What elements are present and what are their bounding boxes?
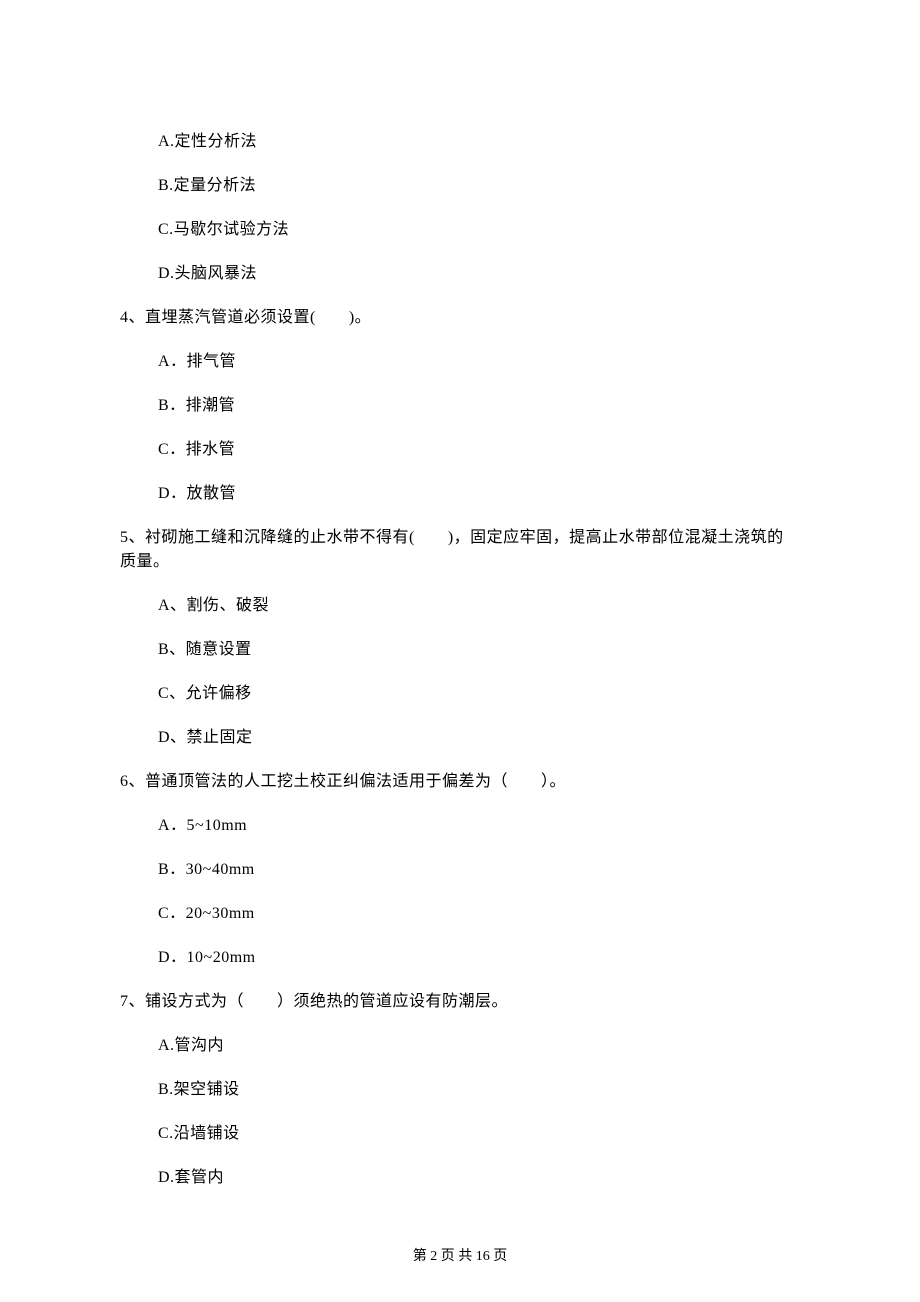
q4-stem: 4、直埋蒸汽管道必须设置( )。 (120, 306, 800, 330)
page-footer: 第 2 页 共 16 页 (0, 1246, 920, 1267)
q6-stem: 6、普通顶管法的人工挖土校正纠偏法适用于偏差为（ ）。 (120, 770, 800, 794)
q6-option-a: A．5~10mm (158, 814, 800, 838)
q5-option-a: A、割伤、破裂 (158, 594, 800, 618)
q5-stem: 5、衬砌施工缝和沉降缝的止水带不得有( )，固定应牢固，提高止水带部位混凝土浇筑… (120, 526, 800, 574)
q4-option-b: B．排潮管 (158, 394, 800, 418)
q3-option-d: D.头脑风暴法 (158, 262, 800, 286)
q7-option-a: A.管沟内 (158, 1034, 800, 1058)
q7-option-b: B.架空铺设 (158, 1078, 800, 1102)
q6-option-d: D．10~20mm (158, 946, 800, 970)
q6-option-b: B．30~40mm (158, 858, 800, 882)
q3-option-c: C.马歇尔试验方法 (158, 218, 800, 242)
q4-option-d: D．放散管 (158, 482, 800, 506)
q3-option-b: B.定量分析法 (158, 174, 800, 198)
q5-option-b: B、随意设置 (158, 638, 800, 662)
q3-option-a: A.定性分析法 (158, 130, 800, 154)
q5-option-c: C、允许偏移 (158, 682, 800, 706)
q6-option-c: C．20~30mm (158, 902, 800, 926)
q7-stem: 7、铺设方式为（ ）须绝热的管道应设有防潮层。 (120, 990, 800, 1014)
q4-option-a: A．排气管 (158, 350, 800, 374)
q4-option-c: C．排水管 (158, 438, 800, 462)
q7-option-d: D.套管内 (158, 1166, 800, 1190)
q5-option-d: D、禁止固定 (158, 726, 800, 750)
q7-option-c: C.沿墙铺设 (158, 1122, 800, 1146)
